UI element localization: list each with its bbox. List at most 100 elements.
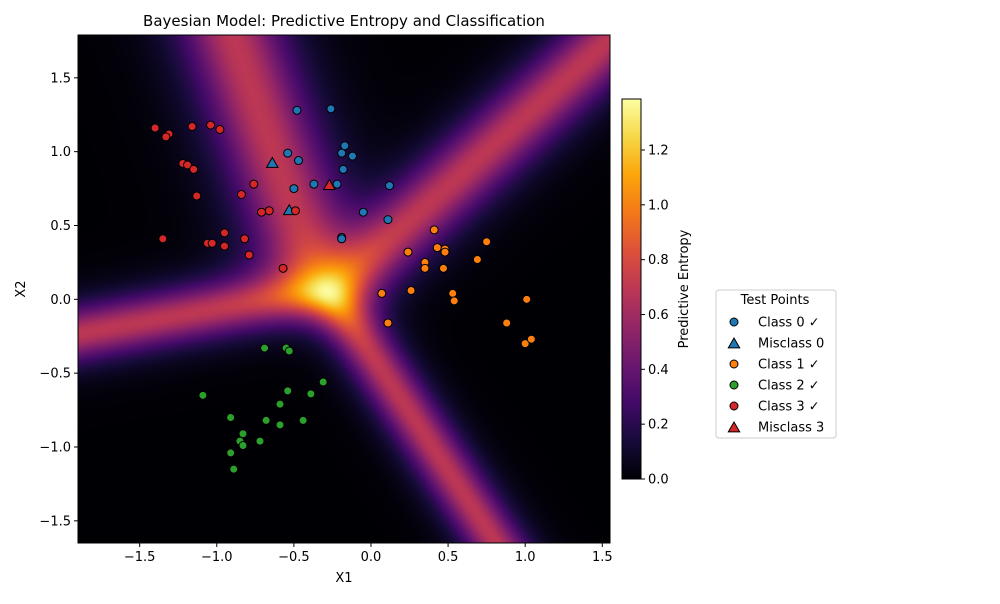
- colorbar-tick-label: 0.6: [648, 308, 669, 323]
- class-1-point: [472, 254, 482, 264]
- class-2-point: [260, 343, 270, 353]
- x-tick-label: 1.5: [592, 550, 613, 565]
- class-2-point: [226, 412, 236, 422]
- x-tick-label: −1.5: [124, 550, 156, 565]
- class-2-point: [284, 346, 294, 356]
- entropy-heatmap: [78, 35, 610, 543]
- class-1-point: [383, 318, 393, 328]
- class-1-point: [420, 263, 430, 273]
- y-tick-label: 0.0: [50, 293, 71, 308]
- class-2-point: [238, 441, 248, 451]
- class-3-point: [290, 206, 300, 216]
- class-2-point: [283, 386, 293, 396]
- class-1-point: [377, 288, 387, 298]
- class-2-point: [238, 429, 248, 439]
- x-tick-label: 1.0: [515, 550, 536, 565]
- y-tick-label: −1.5: [39, 514, 71, 529]
- class-2-point: [298, 415, 308, 425]
- colorbar-tick-label: 1.0: [648, 198, 669, 213]
- colorbar-tick-label: 0.2: [648, 418, 669, 433]
- y-axis-label: X2: [14, 280, 29, 297]
- class-0-point: [384, 181, 394, 191]
- class-2-point: [198, 390, 208, 400]
- colorbar: 0.0 0.2 0.4 0.6 0.8 1.0 1.2 Predictive Entropy: [621, 98, 692, 488]
- class-0-point: [337, 148, 347, 158]
- legend-entry-label: Class 2 ✓: [758, 379, 820, 394]
- x-tick-label: 0.0: [361, 550, 382, 565]
- legend-frame: [715, 289, 837, 439]
- y-tick-label: 0.5: [50, 219, 71, 234]
- class-1-point: [526, 334, 536, 344]
- class-1-point: [482, 237, 492, 247]
- x-tick-label: −0.5: [278, 550, 310, 565]
- colorbar-label: Predictive Entropy: [677, 229, 692, 348]
- class-3-point: [236, 189, 246, 199]
- class-3-point: [219, 228, 229, 238]
- class-3-point: [257, 207, 267, 217]
- legend-marker: [729, 380, 739, 390]
- legend-entry-label: Class 1 ✓: [758, 358, 820, 373]
- class-0-point: [340, 141, 350, 151]
- class-0-point: [309, 179, 319, 189]
- class-1-point: [520, 339, 530, 349]
- legend-entry-label: Class 0 ✓: [758, 316, 820, 331]
- class-3-point: [264, 206, 274, 216]
- class-3-point: [215, 125, 225, 135]
- class-0-point: [292, 105, 302, 115]
- class-3-point: [187, 122, 197, 132]
- class-3-point: [206, 120, 216, 130]
- class-2-point: [255, 436, 265, 446]
- y-tick-label: −1.0: [39, 441, 71, 456]
- colorbar-gradient: [621, 98, 642, 480]
- legend-items: Class 0 ✓ Misclass 0 Class 1 ✓ Class 2 ✓ Cla…: [727, 316, 824, 436]
- legend-marker: [727, 420, 741, 433]
- class-0-point: [338, 164, 348, 174]
- x-tick-label: 0.5: [438, 550, 459, 565]
- class-2-point: [261, 415, 271, 425]
- colorbar-tick-label: 1.2: [648, 143, 669, 158]
- legend-entry-label: Misclass 3: [758, 421, 824, 436]
- legend-title: Test Points: [740, 293, 810, 308]
- legend-marker: [729, 401, 739, 411]
- class-3-point: [249, 179, 259, 189]
- y-axis: −1.5 −1.0 −0.5 0.0 0.5 1.0 1.5: [39, 71, 78, 529]
- x-tick-label: −1.0: [201, 550, 233, 565]
- x-axis-label: X1: [335, 571, 352, 586]
- misclass-0-point: [265, 156, 279, 168]
- plot-frame: [77, 34, 611, 544]
- class-1-point: [448, 288, 458, 298]
- class-1-point: [403, 247, 413, 257]
- class-1-point: [522, 294, 532, 304]
- class-1-point: [429, 225, 439, 235]
- plot-area: −1.5 −1.0 −0.5 0.0 0.5 1.0 1.5 −1.5 −1.0 −0.5 0.0…: [39, 34, 613, 565]
- legend-marker: [729, 359, 739, 369]
- class-1-point: [406, 285, 416, 295]
- class-0-point: [383, 215, 393, 225]
- y-tick-label: −0.5: [39, 367, 71, 382]
- class-1-point: [438, 263, 448, 273]
- misclass-3-point: [322, 178, 336, 191]
- data-points: [150, 104, 536, 474]
- y-tick-label: 1.5: [50, 71, 71, 86]
- class-3-point: [182, 160, 192, 170]
- y-tick-label: 1.0: [50, 145, 71, 160]
- class-3-point: [244, 250, 254, 260]
- colorbar-tick-label: 0.8: [648, 253, 669, 268]
- legend-entry-label: Misclass 0: [758, 337, 824, 352]
- class-3-point: [192, 191, 202, 201]
- chart-title: Bayesian Model: Predictive Entropy and C…: [143, 12, 545, 30]
- class-3-point: [207, 238, 217, 248]
- legend-marker: [727, 336, 741, 349]
- x-axis: −1.5 −1.0 −0.5 0.0 0.5 1.0 1.5: [124, 543, 613, 565]
- colorbar-tick-label: 0.4: [648, 363, 669, 378]
- class-3-point: [150, 123, 160, 133]
- legend: Test Points Class 0 ✓ Misclass 0 Class 1 ✓…: [715, 289, 837, 439]
- class-2-point: [318, 377, 328, 387]
- class-0-point: [289, 184, 299, 194]
- class-2-point: [275, 399, 285, 409]
- colorbar-tick-label: 0.0: [648, 473, 669, 488]
- class-2-point: [226, 448, 236, 458]
- class-3-point: [189, 164, 199, 174]
- class-3-point: [278, 263, 288, 273]
